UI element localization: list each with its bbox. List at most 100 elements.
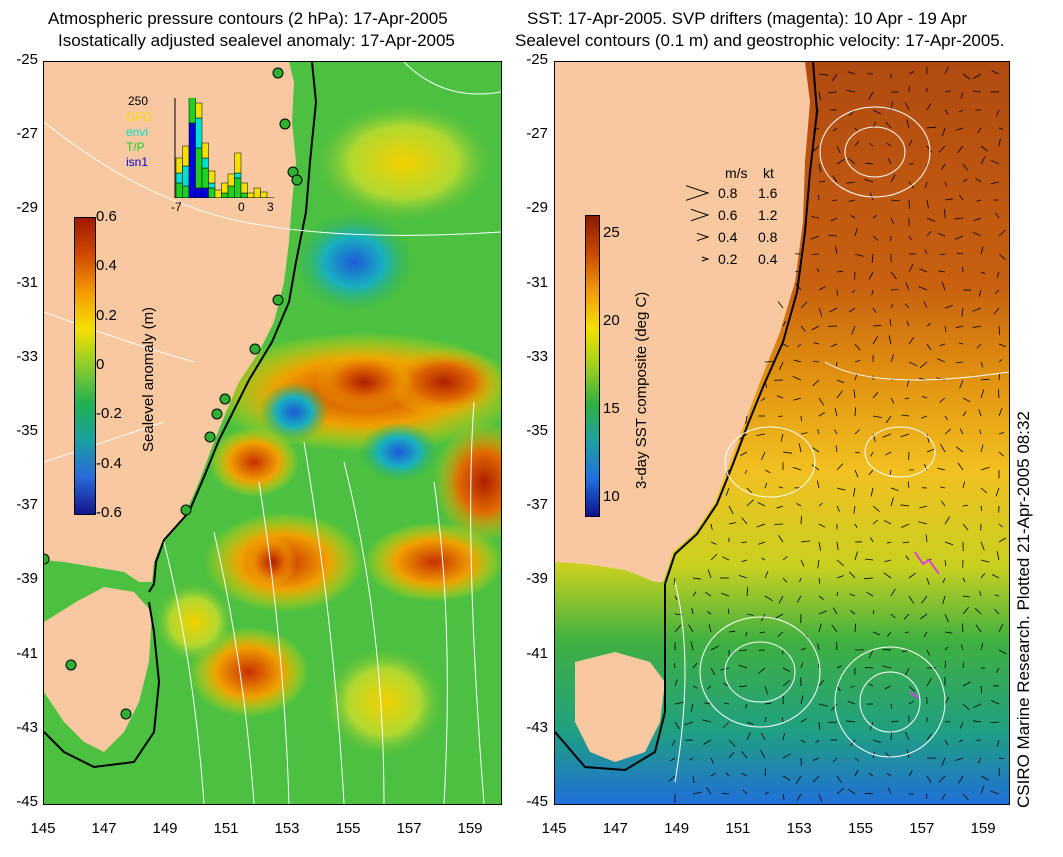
x-tick-label: 153	[274, 820, 300, 837]
velocity-vector	[944, 660, 946, 669]
y-tick-label: -29	[526, 199, 548, 217]
velocity-vector	[818, 180, 826, 183]
velocity-vector	[944, 613, 949, 623]
velocity-vector	[885, 451, 892, 456]
velocity-vector	[853, 389, 856, 399]
y-tick-label: -33	[526, 347, 548, 365]
velocity-vector	[889, 318, 892, 327]
velocity-vector	[800, 661, 804, 669]
velocity-vector	[998, 253, 1006, 261]
velocity-vector	[944, 646, 948, 651]
velocity-vector	[906, 379, 910, 387]
y-tick-label: -25	[16, 51, 38, 68]
velocity-vector	[836, 775, 842, 783]
velocity-vector	[849, 571, 856, 579]
velocity-vector	[890, 588, 896, 597]
velocity-vector	[998, 325, 1001, 335]
velocity-vector	[870, 487, 874, 497]
velocity-vector	[908, 700, 914, 705]
velocity-vector	[836, 559, 845, 567]
histogram-bar-segment	[201, 142, 209, 159]
velocity-vector	[728, 751, 735, 759]
velocity-vector	[954, 235, 964, 240]
velocity-vector	[996, 271, 1000, 279]
velocity-vector	[962, 411, 967, 417]
velocity-vector	[926, 230, 932, 237]
velocity-vector	[764, 685, 768, 695]
velocity-vector	[908, 139, 913, 147]
velocity-vector	[908, 572, 916, 579]
velocity-vector	[706, 611, 712, 615]
velocity-vector	[871, 253, 874, 263]
velocity-vector	[882, 433, 892, 438]
velocity-vector	[944, 325, 947, 332]
velocity-vector	[944, 516, 951, 525]
velocity-vector	[833, 127, 838, 132]
velocity-vector	[889, 469, 892, 475]
velocity-vector	[705, 591, 712, 597]
velocity-vector	[994, 289, 1000, 294]
velocity-vector	[780, 433, 784, 442]
velocity-vector	[939, 397, 946, 403]
velocity-ms-value: 0.6	[718, 207, 738, 223]
velocity-vector	[998, 432, 1005, 435]
velocity-vector	[782, 577, 788, 583]
velocity-vector	[925, 534, 928, 543]
velocity-vector	[957, 145, 964, 154]
histogram-legend-item: envi	[126, 125, 149, 139]
velocity-vector	[764, 482, 768, 489]
velocity-vector	[890, 703, 893, 709]
velocity-vector	[836, 685, 841, 692]
velocity-vector	[959, 428, 964, 435]
velocity-vector	[978, 409, 982, 417]
velocity-vector	[746, 721, 754, 725]
velocity-vector	[864, 577, 874, 580]
velocity-vector	[972, 325, 982, 328]
velocity-vector	[960, 721, 964, 729]
velocity-vector	[818, 679, 825, 687]
velocity-vector	[739, 433, 748, 440]
velocity-vector	[979, 590, 982, 597]
velocity-vector	[813, 342, 820, 345]
velocity-vector	[904, 631, 910, 633]
velocity-vector	[962, 178, 968, 183]
velocity-vector	[890, 174, 896, 183]
velocity-vector	[836, 665, 842, 669]
x-tick-label: 145	[541, 820, 567, 837]
velocity-vector	[835, 445, 838, 453]
velocity-vector	[836, 390, 843, 399]
velocity-vector	[961, 307, 964, 317]
velocity-vector	[810, 216, 820, 219]
velocity-vector	[738, 575, 748, 579]
velocity-vector	[836, 270, 843, 273]
velocity-vector	[872, 609, 875, 615]
velocity-vector	[797, 343, 802, 348]
velocity-vector	[886, 631, 892, 637]
velocity-vector	[836, 591, 839, 597]
velocity-vector	[778, 486, 784, 489]
velocity-vector	[955, 127, 964, 131]
velocity-vector	[955, 446, 964, 453]
velocity-vector	[795, 775, 802, 784]
velocity-vector	[938, 270, 946, 273]
velocity-vector	[818, 307, 823, 317]
velocity-vector	[745, 631, 748, 637]
velocity-vector	[869, 192, 874, 201]
sst-map	[555, 62, 1009, 804]
velocity-vector	[830, 703, 838, 711]
velocity-vector	[890, 613, 896, 619]
velocity-vector	[944, 739, 949, 746]
velocity-vector	[782, 556, 788, 561]
velocity-vector	[692, 662, 698, 669]
velocity-vector	[833, 757, 838, 762]
velocity-vector	[741, 559, 748, 563]
velocity-vector	[926, 448, 936, 453]
y-tick-label: -27	[526, 125, 548, 143]
histogram-bar-segment	[208, 187, 216, 198]
velocity-vector	[818, 286, 826, 291]
velocity-vector	[926, 103, 932, 111]
left-title-line1: Atmospheric pressure contours (2 hPa): 1…	[48, 9, 448, 28]
velocity-vector	[847, 788, 856, 795]
velocity-vector	[980, 642, 984, 651]
velocity-vector	[778, 415, 784, 417]
